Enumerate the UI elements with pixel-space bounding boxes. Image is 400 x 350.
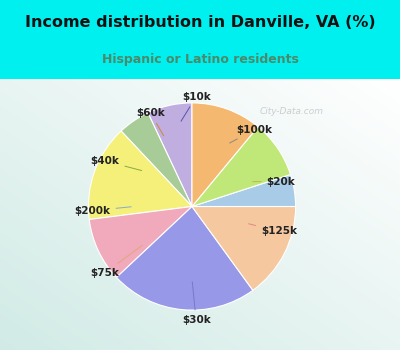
Wedge shape (192, 127, 290, 206)
Text: $75k: $75k (90, 245, 142, 278)
Text: $125k: $125k (248, 224, 297, 236)
Text: $40k: $40k (90, 156, 142, 170)
Wedge shape (88, 131, 192, 219)
Text: $30k: $30k (182, 282, 210, 326)
Wedge shape (192, 206, 296, 290)
Text: $10k: $10k (181, 92, 210, 121)
Wedge shape (121, 113, 192, 206)
Wedge shape (148, 103, 192, 206)
Wedge shape (192, 103, 258, 206)
Text: $60k: $60k (136, 108, 165, 136)
Wedge shape (116, 206, 253, 310)
Wedge shape (192, 175, 296, 206)
Text: Income distribution in Danville, VA (%): Income distribution in Danville, VA (%) (25, 15, 375, 29)
Text: $100k: $100k (230, 125, 272, 143)
Text: City-Data.com: City-Data.com (260, 107, 324, 116)
Text: $200k: $200k (74, 206, 131, 216)
Text: Hispanic or Latino residents: Hispanic or Latino residents (102, 52, 298, 65)
Text: $20k: $20k (253, 177, 296, 187)
Wedge shape (89, 206, 192, 278)
